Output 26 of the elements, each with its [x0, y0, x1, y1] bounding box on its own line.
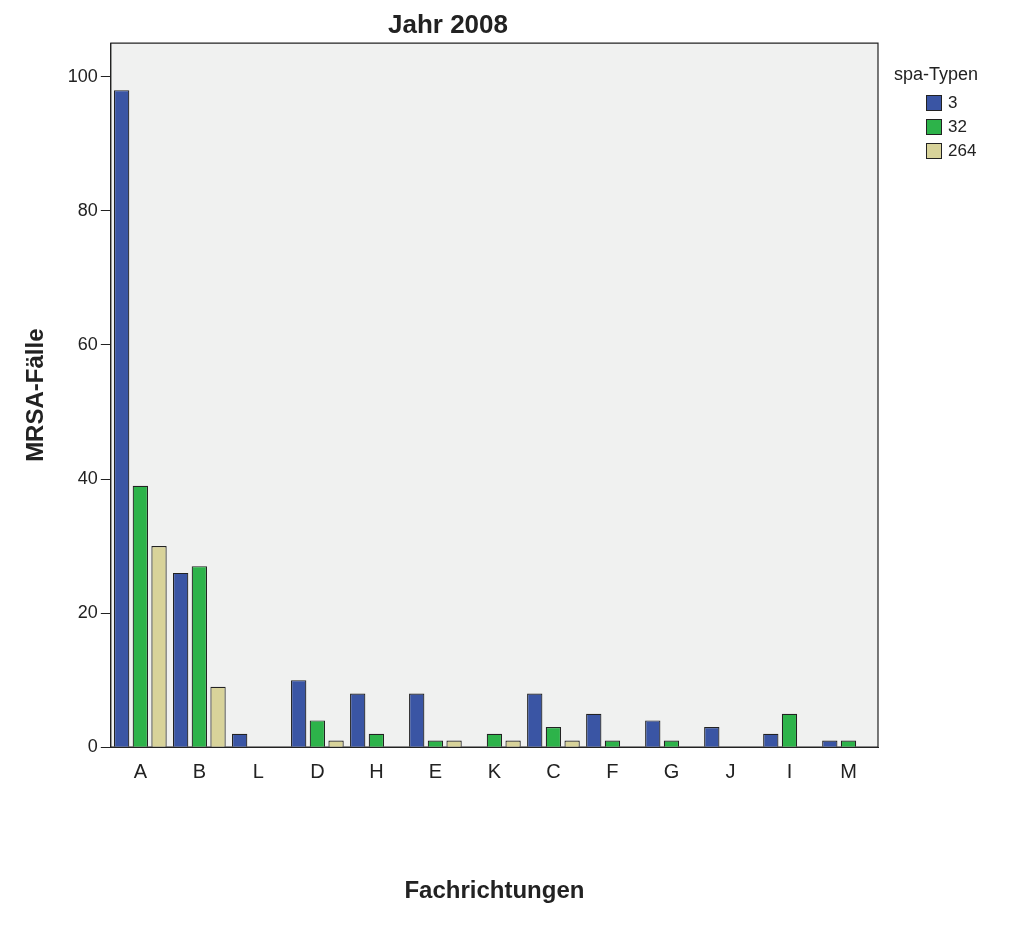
x-tick-label: J — [725, 759, 736, 782]
y-tick-label: 40 — [77, 467, 98, 488]
chart-title: Jahr 2008 — [388, 8, 508, 39]
x-tick-label: A — [133, 759, 148, 782]
y-axis-title: MRSA-Fälle — [21, 328, 49, 462]
x-tick-label: D — [310, 759, 325, 782]
y-tick-label: 20 — [77, 602, 98, 623]
x-tick-label: H — [369, 759, 384, 782]
x-tick-label: K — [487, 759, 502, 782]
y-tick-label: 80 — [77, 199, 98, 220]
x-tick-label: F — [606, 759, 619, 782]
x-tick-label: G — [663, 759, 680, 782]
x-tick-label: E — [428, 759, 443, 782]
x-tick-label: B — [192, 759, 207, 782]
x-axis-title: Fachrichtungen — [404, 876, 585, 904]
y-tick-label: 0 — [87, 736, 98, 757]
legend-label: 3 — [948, 93, 958, 113]
x-tick-label: C — [546, 759, 561, 782]
legend-title: spa-Typen — [894, 64, 979, 85]
legend-label: 264 — [948, 141, 977, 161]
x-tick-label: I — [786, 759, 793, 782]
y-tick-label: 60 — [77, 333, 98, 354]
legend-label: 32 — [948, 117, 967, 137]
x-tick-label: M — [840, 759, 857, 782]
x-tick-label: L — [252, 759, 264, 782]
y-tick-label: 100 — [67, 65, 98, 86]
